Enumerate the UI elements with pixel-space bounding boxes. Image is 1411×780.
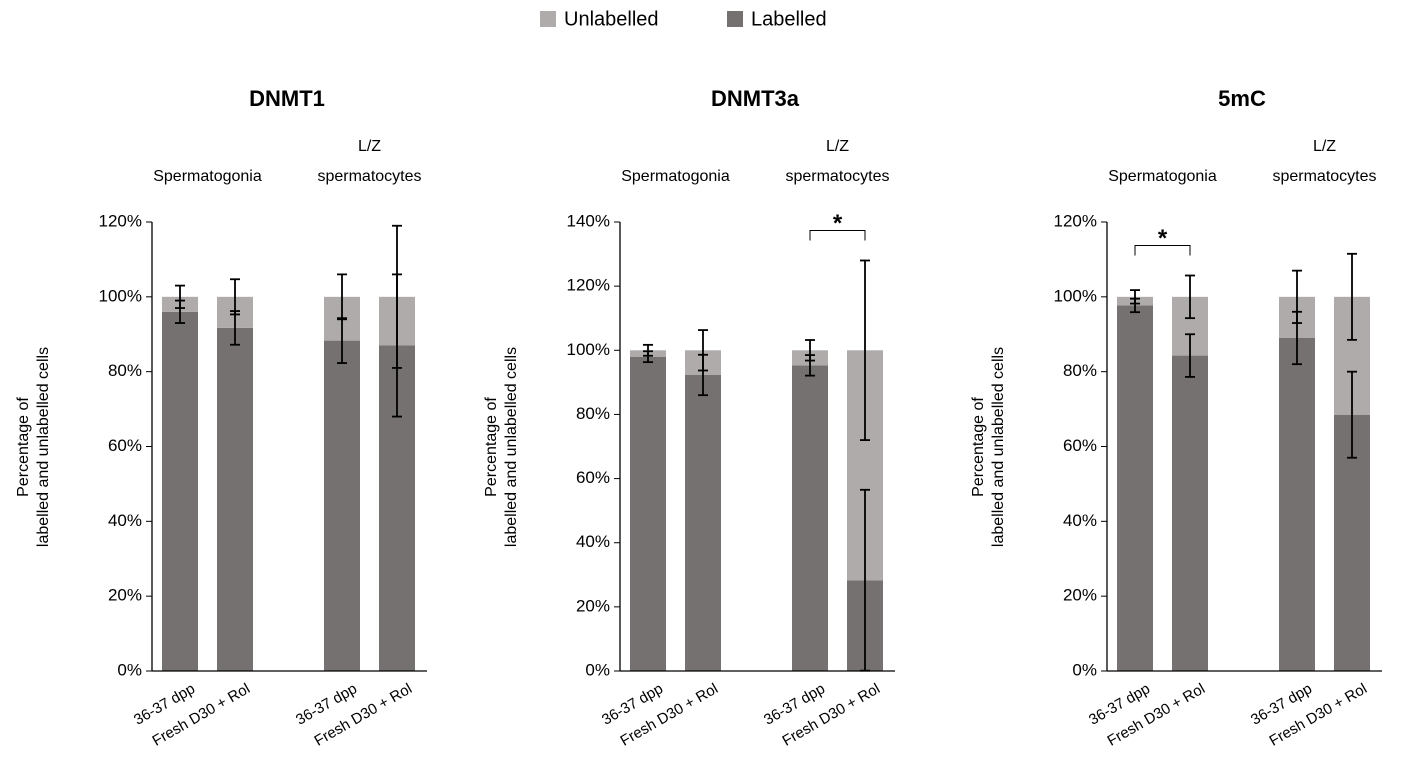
group-label: L/Z spermatocytes bbox=[785, 138, 890, 185]
group-label: Spermatogonia bbox=[621, 168, 730, 185]
bar-segment bbox=[1279, 337, 1315, 671]
y-tick-label: 80% bbox=[1063, 361, 1097, 380]
x-tick-label: Fresh D30 + Rol bbox=[1105, 680, 1208, 750]
x-tick-label: Fresh D30 + Rol bbox=[312, 680, 415, 750]
y-tick-label: 0% bbox=[1072, 660, 1097, 679]
error-bar bbox=[230, 278, 240, 316]
chart-title: DNMT1 bbox=[249, 86, 325, 111]
y-axis-label: Percentage of labelled and unlabelled ce… bbox=[15, 346, 52, 547]
error-bar bbox=[175, 284, 185, 309]
error-bar bbox=[860, 259, 870, 441]
error-bar bbox=[1292, 269, 1302, 324]
bar-segment bbox=[685, 374, 721, 671]
bar-segment bbox=[630, 356, 666, 671]
error-bar bbox=[1347, 370, 1357, 459]
group-label: L/Z spermatocytes bbox=[317, 138, 422, 185]
error-bar bbox=[1347, 252, 1357, 341]
y-tick-label: 100% bbox=[567, 340, 610, 359]
error-bar bbox=[1130, 289, 1140, 305]
y-tick-label: 100% bbox=[1054, 286, 1097, 305]
bar-segment bbox=[1117, 305, 1153, 671]
y-tick-label: 20% bbox=[576, 596, 610, 615]
significance-bracket bbox=[1134, 245, 1191, 256]
y-tick-label: 60% bbox=[576, 468, 610, 487]
error-bar bbox=[643, 343, 653, 357]
y-tick-label: 40% bbox=[108, 511, 142, 530]
y-tick-label: 0% bbox=[585, 660, 610, 679]
bar-segment bbox=[217, 327, 253, 671]
bar-segment bbox=[1172, 355, 1208, 671]
bar-segment bbox=[792, 365, 828, 671]
y-axis-label: Percentage of labelled and unlabelled ce… bbox=[970, 346, 1007, 547]
y-tick-label: 80% bbox=[108, 361, 142, 380]
y-tick-label: 120% bbox=[99, 211, 142, 230]
y-tick-label: 40% bbox=[1063, 511, 1097, 530]
group-label: L/Z spermatocytes bbox=[1272, 138, 1377, 185]
error-bar bbox=[805, 339, 815, 362]
y-tick-label: 20% bbox=[108, 586, 142, 605]
x-tick-label: Fresh D30 + Rol bbox=[1267, 680, 1370, 750]
chart-title: 5mC bbox=[1218, 86, 1266, 111]
x-tick-label: Fresh D30 + Rol bbox=[618, 680, 721, 750]
chart-title: DNMT3a bbox=[711, 86, 800, 111]
group-label: Spermatogonia bbox=[153, 168, 262, 185]
bar-segment bbox=[324, 340, 360, 671]
y-tick-label: 120% bbox=[567, 276, 610, 295]
y-tick-label: 0% bbox=[117, 660, 142, 679]
y-tick-label: 120% bbox=[1054, 211, 1097, 230]
y-tick-label: 140% bbox=[567, 211, 610, 230]
error-bar bbox=[1185, 333, 1195, 378]
legend-label: Labelled bbox=[751, 8, 827, 30]
error-bar bbox=[698, 329, 708, 372]
y-tick-label: 20% bbox=[1063, 586, 1097, 605]
y-tick-label: 60% bbox=[1063, 436, 1097, 455]
significance-bracket bbox=[809, 229, 866, 241]
y-axis-label: Percentage of labelled and unlabelled ce… bbox=[483, 346, 520, 547]
x-tick-label: Fresh D30 + Rol bbox=[780, 680, 883, 750]
bar-segment bbox=[162, 311, 198, 671]
group-label: Spermatogonia bbox=[1108, 168, 1217, 185]
error-bar bbox=[1185, 274, 1195, 320]
legend-swatch bbox=[540, 11, 556, 27]
error-bar bbox=[337, 273, 347, 321]
y-tick-label: 100% bbox=[99, 286, 142, 305]
y-tick-label: 80% bbox=[576, 404, 610, 423]
legend-label: Unlabelled bbox=[564, 8, 659, 30]
legend-swatch bbox=[727, 11, 743, 27]
error-bar bbox=[392, 224, 402, 369]
significance-label: * bbox=[1158, 225, 1168, 252]
y-tick-label: 60% bbox=[108, 436, 142, 455]
significance-label: * bbox=[833, 210, 843, 237]
y-tick-label: 40% bbox=[576, 532, 610, 551]
x-tick-label: Fresh D30 + Rol bbox=[150, 680, 253, 750]
